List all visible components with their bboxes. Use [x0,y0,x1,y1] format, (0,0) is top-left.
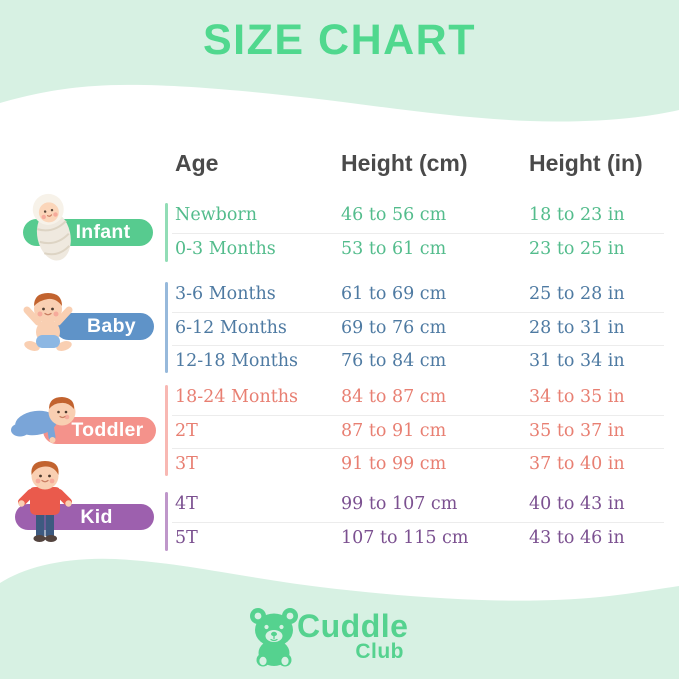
age-cell: 2T [175,420,198,441]
brand-name: Cuddle [297,608,409,644]
height-in-cell: 40 to 43 in [529,494,625,514]
age-cell: 3T [175,454,198,474]
column-header-height-cm: Height (cm) [341,150,468,176]
height-in-cell: 34 to 35 in [529,387,625,407]
age-cell: 12-18 Months [175,351,299,371]
height-cm-cell: 91 to 99 cm [341,454,447,474]
toddler-badge-label: Toddler [71,419,144,441]
height-cm-cell: 76 to 84 cm [341,351,447,371]
height-in-cell: 23 to 25 in [529,238,625,259]
table-row: Newborn 46 to 56 cm 18 to 23 in [172,200,664,234]
kid-accent-line [165,492,168,551]
height-cm-cell: 61 to 69 cm [341,284,447,304]
infant-illustration [32,193,71,261]
table-row: 3T 91 to 99 cm 37 to 40 in [172,449,664,482]
age-cell: 6-12 Months [175,317,287,338]
height-cm-cell: 46 to 56 cm [341,205,447,225]
table-row: 4T 99 to 107 cm 40 to 43 in [172,489,664,523]
teddy-bear-icon [250,608,298,667]
height-cm-cell: 107 to 115 cm [341,527,469,548]
height-cm-cell: 87 to 91 cm [341,420,447,441]
age-cell: 0-3 Months [175,238,276,259]
height-cm-cell: 84 to 87 cm [341,387,447,407]
height-in-cell: 28 to 31 in [529,317,625,338]
brand-subname: Club [355,640,404,663]
table-row: 2T 87 to 91 cm 35 to 37 in [172,416,664,449]
baby-rows: 3-6 Months 61 to 69 cm 25 to 28 in 6-12 … [172,279,664,379]
kid-badge-label: Kid [80,505,113,528]
toddler-rows: 18-24 Months 84 to 87 cm 34 to 35 in 2T … [172,382,664,482]
baby-accent-line [165,282,168,373]
height-cm-cell: 53 to 61 cm [341,238,447,259]
table-row: 5T 107 to 115 cm 43 to 46 in [172,523,664,556]
age-cell: 3-6 Months [175,284,276,304]
height-in-cell: 18 to 23 in [529,205,625,225]
column-header-age: Age [175,150,219,176]
baby-badge-label: Baby [87,315,136,337]
infant-badge-label: Infant [75,221,131,243]
table-row: 0-3 Months 53 to 61 cm 23 to 25 in [172,234,664,267]
kid-rows: 4T 99 to 107 cm 40 to 43 in 5T 107 to 11… [172,489,664,555]
baby-badge: Baby [55,313,154,340]
height-in-cell: 35 to 37 in [529,420,625,441]
infant-rows: Newborn 46 to 56 cm 18 to 23 in 0-3 Mont… [172,200,664,266]
height-in-cell: 43 to 46 in [529,527,625,548]
height-cm-cell: 99 to 107 cm [341,494,458,514]
toddler-illustration [11,397,76,443]
age-cell: Newborn [175,205,258,225]
table-row: 3-6 Months 61 to 69 cm 25 to 28 in [172,279,664,313]
page-title: SIZE CHART [203,16,476,64]
table-row: 6-12 Months 69 to 76 cm 28 to 31 in [172,313,664,346]
age-cell: 5T [175,527,198,548]
age-cell: 18-24 Months [175,387,299,407]
toddler-accent-line [165,385,168,476]
height-in-cell: 25 to 28 in [529,284,625,304]
height-in-cell: 37 to 40 in [529,454,625,474]
height-cm-cell: 69 to 76 cm [341,317,447,338]
baby-illustration [23,293,73,351]
table-row: 12-18 Months 76 to 84 cm 31 to 34 in [172,346,664,379]
kid-illustration [18,461,72,542]
table-row: 18-24 Months 84 to 87 cm 34 to 35 in [172,382,664,416]
infant-accent-line [165,203,168,262]
column-header-height-in: Height (in) [529,150,643,176]
height-in-cell: 31 to 34 in [529,351,625,371]
age-cell: 4T [175,494,198,514]
